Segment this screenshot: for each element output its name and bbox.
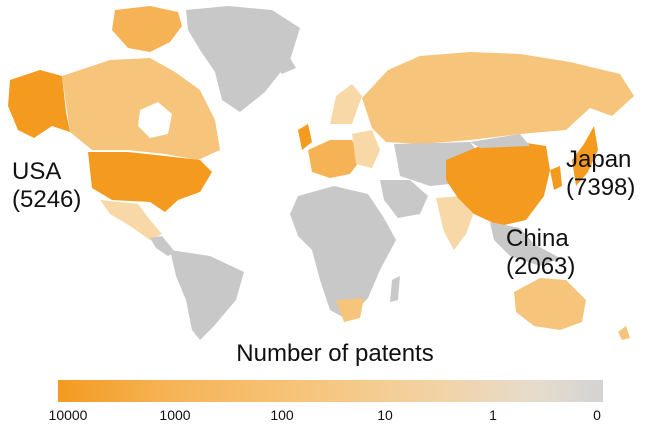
alaska-region: [8, 70, 70, 138]
legend-tick: 1000: [159, 407, 191, 423]
arctic-islands-region: [112, 6, 182, 52]
china-label: China (2063): [506, 225, 575, 281]
uk-region: [298, 124, 312, 150]
greenland-region: [186, 6, 300, 112]
japan-region: [572, 126, 598, 186]
usa-name: USA: [12, 158, 62, 185]
legend-color-bar: [58, 380, 603, 402]
mongolia-region: [470, 134, 530, 148]
canada-region: [62, 58, 220, 160]
india-region: [436, 196, 474, 250]
legend-tick: 10: [377, 407, 393, 423]
japan-name: Japan: [566, 146, 632, 173]
korea-region: [550, 166, 562, 190]
japan-count: (7398): [566, 174, 636, 201]
western-europe-region: [308, 140, 362, 178]
usa-label: USA (5246): [12, 158, 81, 214]
iceland-region: [272, 58, 296, 74]
australia-region: [514, 278, 586, 330]
madagascar-region: [390, 276, 400, 302]
russia-region: [362, 52, 634, 144]
africa-region: [290, 186, 396, 320]
china-count: (2063): [506, 253, 576, 280]
legend-tick: 1: [489, 407, 497, 423]
china-region: [446, 142, 550, 226]
eastern-europe-region: [352, 130, 380, 168]
new-zealand-region: [618, 326, 630, 340]
middle-east-region: [380, 180, 428, 218]
legend-tick: 100: [270, 407, 294, 423]
japan-label: Japan (7398): [566, 146, 635, 202]
china-name: China: [506, 225, 569, 252]
legend-title: Number of patents: [236, 340, 434, 367]
scandinavia-region: [330, 84, 362, 124]
mexico-region: [100, 200, 162, 240]
south-america-region: [170, 250, 244, 340]
world-map: [8, 6, 634, 340]
hudson-bay: [138, 102, 172, 138]
legend-tick: 0: [593, 407, 601, 423]
legend-tick: 10000: [48, 407, 88, 423]
south-africa-region: [336, 298, 364, 322]
usa-count: (5246): [12, 186, 82, 213]
central-america-region: [150, 236, 175, 256]
southeast-asia-region: [490, 222, 560, 266]
usa-region: [88, 152, 212, 212]
